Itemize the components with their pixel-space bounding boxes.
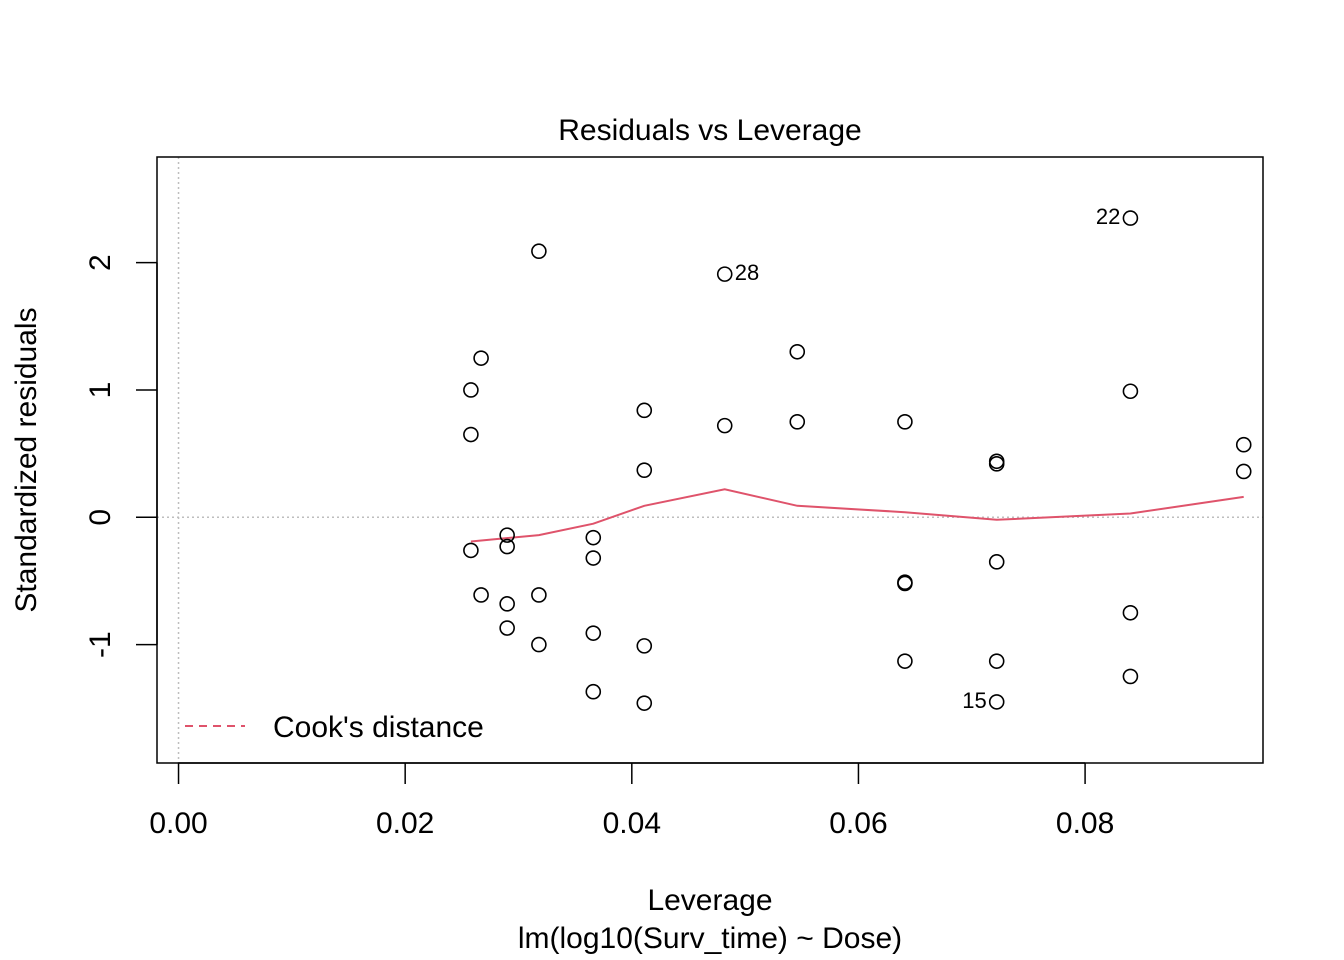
data-point <box>499 538 515 555</box>
data-point <box>585 625 602 641</box>
data-point <box>636 462 653 478</box>
data-point <box>499 596 515 612</box>
x-tick-label: 0.06 <box>829 807 887 840</box>
data-point <box>531 636 547 653</box>
data-point <box>1122 210 1139 226</box>
chart-title: Residuals vs Leverage <box>558 114 862 147</box>
point-label: 28 <box>735 260 759 285</box>
data-point <box>473 350 489 366</box>
data-point <box>585 529 602 546</box>
data-point <box>988 554 1005 570</box>
data-point <box>716 266 733 282</box>
data-point <box>531 587 547 603</box>
data-point <box>585 550 602 566</box>
y-tick-label: 0 <box>84 509 117 526</box>
reference-lines <box>157 157 1263 763</box>
data-point <box>1122 383 1139 400</box>
points-group <box>463 210 1252 711</box>
chart-subtitle: lm(log10(Surv_time) ~ Dose) <box>518 922 902 955</box>
data-point <box>636 402 653 419</box>
legend: Cook's distance <box>185 711 484 744</box>
data-point <box>789 343 806 360</box>
data-point <box>1235 463 1252 480</box>
x-tick-label: 0.08 <box>1056 807 1114 840</box>
y-tick-label: 1 <box>84 382 117 399</box>
data-point <box>636 638 653 654</box>
data-point <box>897 414 913 430</box>
data-point <box>463 382 479 398</box>
data-point <box>1122 604 1139 621</box>
data-point <box>499 620 515 636</box>
data-point <box>897 653 913 669</box>
data-point <box>716 417 733 434</box>
x-tick-label: 0.02 <box>376 807 434 840</box>
smooth-line <box>470 488 1244 543</box>
data-point <box>988 694 1005 710</box>
data-point <box>897 575 913 592</box>
y-tick-label: 2 <box>84 254 117 271</box>
x-tick-label: 0.04 <box>603 807 661 840</box>
data-point <box>988 653 1005 669</box>
data-point <box>1122 668 1139 685</box>
data-point <box>585 683 602 700</box>
point-label: 22 <box>1096 204 1120 229</box>
data-point <box>1235 436 1252 453</box>
x-tick-label: 0.00 <box>149 807 207 840</box>
data-point <box>499 527 515 543</box>
legend-label-cooks-distance: Cook's distance <box>273 711 484 744</box>
y-axis-label: Standardized residuals <box>10 307 43 612</box>
data-point <box>463 542 479 559</box>
point-labels-group: 28 15 22 <box>735 204 1121 713</box>
x-axis-label: Leverage <box>647 884 772 917</box>
point-label: 15 <box>962 688 986 713</box>
y-tick-label: -1 <box>84 631 117 658</box>
plot-frame <box>156 156 1264 764</box>
data-point <box>988 456 1005 472</box>
data-point <box>463 426 479 443</box>
y-axis: -1 0 1 2 <box>84 254 158 658</box>
data-point <box>789 414 806 430</box>
data-point <box>636 695 653 711</box>
data-point <box>531 243 547 260</box>
data-point <box>897 574 913 591</box>
smooth-line-group <box>470 488 1244 543</box>
x-axis: 0.00 0.02 0.04 0.06 0.08 <box>149 762 1114 840</box>
data-point <box>473 587 489 603</box>
